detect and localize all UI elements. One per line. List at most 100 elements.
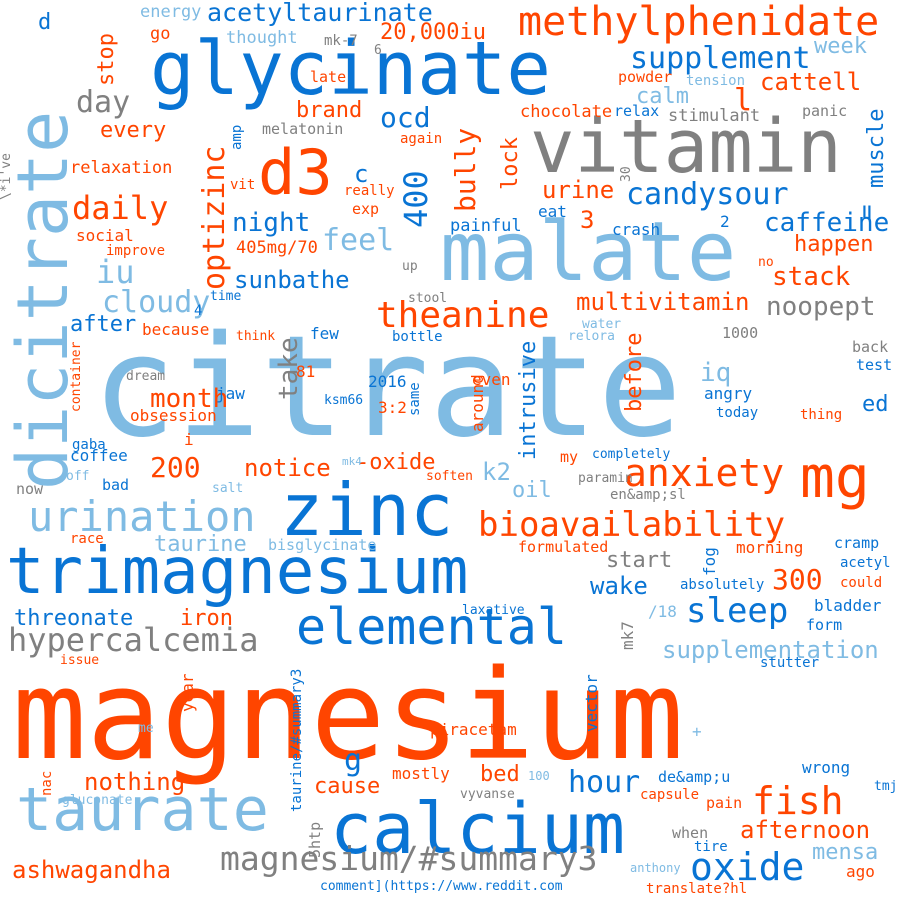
word-acetyl: acetyl bbox=[840, 555, 891, 571]
word-candysour: candysour bbox=[626, 177, 789, 212]
word-i: i bbox=[184, 430, 194, 449]
word-day: day bbox=[76, 85, 131, 120]
word-cloudy: cloudy bbox=[102, 285, 211, 320]
word-amp: amp bbox=[229, 124, 245, 150]
word-night: night bbox=[232, 208, 311, 238]
word-iq: iq bbox=[700, 358, 732, 388]
word-taurine: taurine bbox=[154, 532, 247, 557]
word-anxiety: anxiety bbox=[624, 451, 785, 495]
word-methylphenidate: methylphenidate bbox=[518, 0, 880, 45]
word-stimulant: stimulant bbox=[668, 106, 761, 126]
word-200: 200 bbox=[150, 451, 201, 484]
word-multivitamin: multivitamin bbox=[576, 288, 750, 316]
word-bed: bed bbox=[480, 762, 520, 787]
word-water: water bbox=[582, 317, 622, 332]
word-taurine-summary3: taurine/#summary3 bbox=[289, 668, 305, 812]
word-laxative: laxative bbox=[462, 603, 525, 618]
word-2: 2 bbox=[720, 212, 730, 231]
word-because: because bbox=[142, 320, 210, 339]
word-eat: eat bbox=[538, 202, 567, 221]
word-bottle: bottle bbox=[392, 329, 443, 345]
word-2016: 2016 bbox=[368, 372, 407, 391]
word-urine: urine bbox=[542, 176, 615, 204]
word-81: 81 bbox=[296, 362, 316, 381]
word-daily: daily bbox=[72, 189, 169, 227]
word-brand: brand bbox=[296, 98, 363, 123]
word-3: 3 bbox=[580, 206, 595, 234]
word-intrusive: intrusive bbox=[516, 340, 541, 460]
word-mk-7: mk-7 bbox=[324, 33, 358, 49]
word-g: g bbox=[344, 743, 363, 778]
word-translate-hl: translate?hl bbox=[646, 881, 748, 897]
word-year: year bbox=[178, 673, 197, 712]
word-dream: dream bbox=[126, 369, 166, 384]
word-sunbathe: sunbathe bbox=[234, 266, 350, 294]
word-late: late bbox=[310, 68, 347, 86]
word-trimagnesium: trimagnesium bbox=[6, 535, 469, 609]
word-equals: = bbox=[852, 204, 882, 220]
word-dicitrate: dicitrate bbox=[2, 110, 84, 490]
word-back: back bbox=[852, 338, 889, 356]
word-social: social bbox=[76, 226, 134, 245]
word-urination: urination bbox=[28, 492, 256, 541]
word-few: few bbox=[310, 324, 339, 343]
word-bladder: bladder bbox=[814, 596, 882, 615]
word-tension: tension bbox=[686, 73, 746, 89]
word-mk7: mk7 bbox=[618, 621, 637, 650]
word-paramin: paramin bbox=[578, 471, 633, 486]
word-panic: panic bbox=[802, 102, 848, 120]
word-fog: fog bbox=[700, 547, 719, 576]
word-bully: bully bbox=[449, 127, 482, 212]
word-l: l bbox=[734, 83, 753, 118]
word-oil: oil bbox=[512, 478, 552, 503]
word-month: month bbox=[150, 384, 229, 414]
word-relax: relax bbox=[614, 102, 660, 120]
word-crash: crash bbox=[612, 220, 661, 239]
word-my: my bbox=[560, 448, 579, 466]
word-glycinate: glycinate bbox=[150, 26, 551, 112]
word-before: before bbox=[622, 332, 647, 412]
word-cattell: cattell bbox=[760, 68, 862, 96]
word-could: could bbox=[840, 575, 883, 591]
word-threonate: threonate bbox=[14, 606, 134, 631]
word-acetyltaurinate: acetyltaurinate bbox=[207, 0, 433, 27]
word-off: off bbox=[66, 469, 90, 484]
word-afternoon: afternoon bbox=[740, 816, 871, 844]
word-thing: thing bbox=[800, 407, 843, 423]
word-20000iu: 20,000iu bbox=[380, 20, 486, 45]
word-vyvanse: vyvanse bbox=[460, 787, 515, 802]
word-after: after bbox=[70, 312, 137, 337]
word-wake: wake bbox=[590, 572, 648, 600]
word-citrate: citrate bbox=[92, 306, 683, 469]
word-stack: stack bbox=[772, 262, 851, 292]
word-absolutely: absolutely bbox=[680, 577, 765, 593]
word-nac: nac bbox=[39, 770, 55, 796]
word-mk4: mk4 bbox=[342, 455, 362, 468]
word-cramp: cramp bbox=[834, 534, 880, 552]
word-supplementation: supplementation bbox=[662, 636, 879, 664]
word-gaba: gaba bbox=[72, 437, 106, 453]
word-malate: malate bbox=[440, 205, 737, 300]
word-taurate: taurate bbox=[16, 775, 269, 845]
word-hour: hour bbox=[568, 765, 641, 800]
word-angry: angry bbox=[704, 384, 753, 403]
word-tire: tire bbox=[694, 839, 728, 855]
word-elemental: elemental bbox=[296, 598, 567, 656]
word-stool: stool bbox=[408, 291, 448, 306]
word-4: 4 bbox=[194, 303, 203, 319]
word-muscle: muscle bbox=[864, 108, 889, 188]
word-vitamin: vitamin bbox=[530, 104, 842, 190]
word-completely: completely bbox=[592, 447, 671, 462]
word-vector: vector bbox=[582, 674, 601, 732]
word-magnesium: magnesium bbox=[12, 644, 684, 788]
word-piracetam: piracetam bbox=[430, 720, 517, 739]
word-form: form bbox=[806, 616, 843, 634]
word-up: up bbox=[402, 259, 418, 274]
word-really: really bbox=[344, 183, 395, 199]
word-ed: ed bbox=[862, 392, 889, 417]
word-plus: + bbox=[692, 722, 702, 741]
word-today: today bbox=[716, 405, 759, 421]
word-vit: vit bbox=[230, 177, 256, 193]
word-iron: iron bbox=[180, 606, 233, 631]
